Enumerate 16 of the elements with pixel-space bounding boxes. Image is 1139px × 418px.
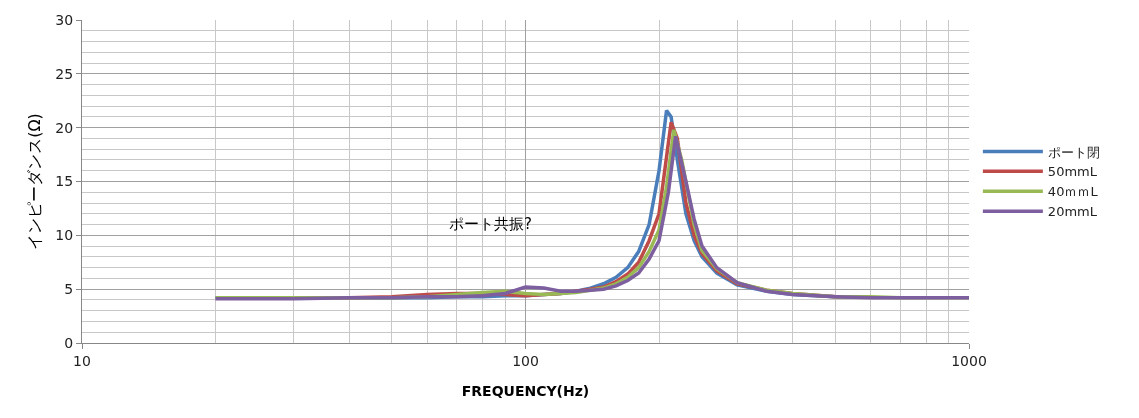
legend-label: 40ｍｍL (1047, 184, 1099, 200)
y-tick-label: 0 (64, 334, 74, 351)
y-tick-label: 10 (55, 227, 74, 244)
y-tick-label: 20 (55, 119, 74, 136)
y-tick-label: 30 (55, 11, 74, 28)
legend-label: 50mmL (1047, 164, 1098, 180)
y-axis-title: インピーダンス(Ω) (25, 113, 44, 250)
x-axis-title: FREQUENCY(Hz) (461, 383, 590, 400)
legend-label: 20mmL (1047, 204, 1098, 220)
y-tick-label: 15 (55, 173, 74, 190)
y-tick-label: 25 (55, 65, 74, 82)
legend-label: ポート閉 (1047, 144, 1100, 160)
x-tick-label: 1000 (951, 352, 987, 369)
annotation: ポート共振? (449, 215, 532, 233)
y-tick-label: 5 (64, 281, 74, 298)
x-tick-label: 100 (512, 352, 539, 369)
